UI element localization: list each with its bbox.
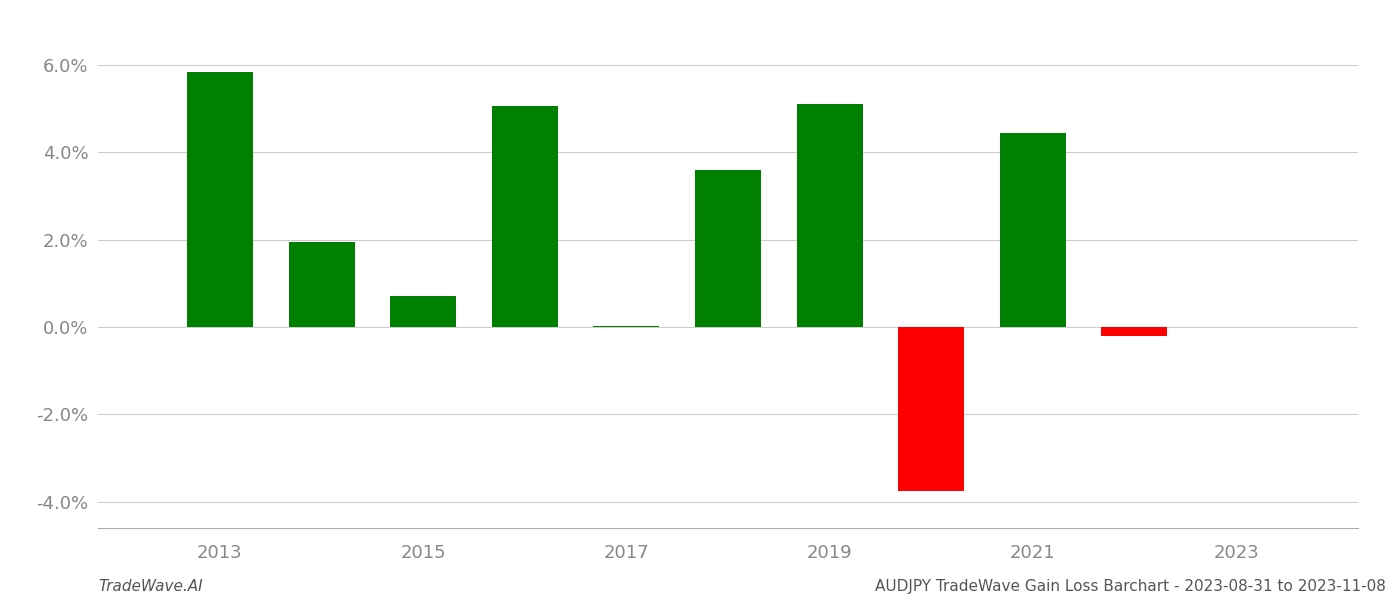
Text: TradeWave.AI: TradeWave.AI (98, 579, 203, 594)
Bar (188, 71, 253, 327)
Bar (797, 104, 862, 327)
Bar (694, 170, 762, 327)
Bar (391, 296, 456, 327)
Bar (899, 327, 965, 491)
Text: AUDJPY TradeWave Gain Loss Barchart - 2023-08-31 to 2023-11-08: AUDJPY TradeWave Gain Loss Barchart - 20… (875, 579, 1386, 594)
Bar (594, 326, 659, 327)
Bar (1102, 327, 1168, 336)
Bar (491, 106, 557, 327)
Bar (1000, 133, 1065, 327)
Bar (288, 242, 354, 327)
